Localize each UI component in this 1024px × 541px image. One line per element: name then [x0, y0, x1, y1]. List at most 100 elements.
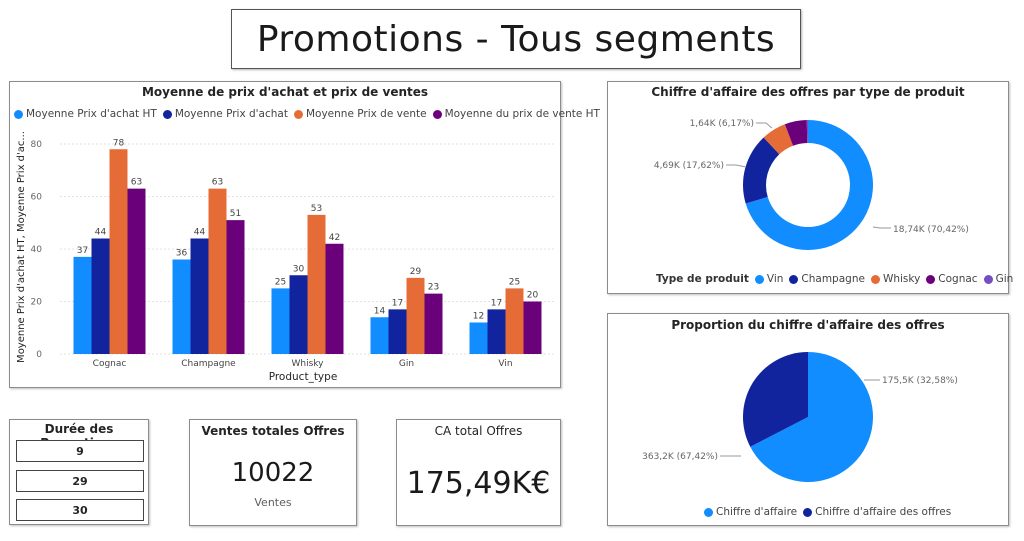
bar[interactable]	[73, 256, 92, 354]
legend-item-vente-ht[interactable]: Moyenne du prix de vente HT	[432, 108, 600, 120]
bar-data-label: 44	[95, 228, 107, 238]
legend-label: Cognac	[938, 273, 978, 285]
x-tick-label: Gin	[399, 359, 414, 369]
bar-chart-title: Moyenne de prix d'achat et prix de vente…	[141, 85, 429, 99]
duration-slicer[interactable]: Durée des Promotions 9 29 30	[9, 419, 149, 525]
slicer-item-9[interactable]: 9	[16, 440, 144, 462]
bar[interactable]	[91, 238, 110, 355]
bar[interactable]	[424, 293, 443, 354]
legend-dot	[704, 507, 713, 517]
legend-label: Chiffre d'affaire des offres	[815, 506, 952, 518]
legend-label: Moyenne Prix de vente	[305, 108, 427, 120]
x-tick-label: Cognac	[93, 359, 127, 369]
bar-data-label: 25	[509, 277, 520, 287]
pie-chart-title: Proportion du chiffre d'affaire des offr…	[671, 318, 945, 332]
bar[interactable]	[226, 220, 245, 354]
pie-slice[interactable]	[743, 352, 808, 447]
legend-item-vente[interactable]: Moyenne Prix de vente	[293, 108, 427, 120]
bar-chart-legend[interactable]: Moyenne Prix d'achat HT Moyenne Prix d'a…	[14, 108, 606, 120]
bar-data-label: 17	[392, 298, 403, 308]
legend-dot	[162, 109, 172, 119]
legend-label: Vin	[766, 273, 784, 285]
bar[interactable]	[127, 188, 146, 354]
legend-label: Champagne	[801, 273, 865, 285]
legend-dot	[789, 274, 799, 284]
bar[interactable]	[505, 288, 524, 354]
x-tick-label: Vin	[498, 359, 512, 369]
donut-legend-item-vin[interactable]: Vin	[754, 273, 784, 285]
donut-legend[interactable]: Type de produit Vin Champagne Whisky Cog…	[656, 273, 1019, 285]
bar[interactable]	[190, 238, 209, 355]
bar-data-label: 37	[77, 246, 88, 256]
legend-item-achat[interactable]: Moyenne Prix d'achat	[162, 108, 288, 120]
slicer-item-29[interactable]: 29	[16, 470, 144, 492]
bar[interactable]	[109, 149, 128, 354]
revenue-card[interactable]: CA total Offres 175,49K€	[396, 419, 561, 526]
pie-slice[interactable]	[745, 120, 873, 251]
bar-data-label: 42	[329, 233, 340, 243]
legend-dot	[803, 507, 813, 517]
bar-data-label: 63	[212, 178, 223, 188]
page-title: Promotions - Tous segments	[256, 18, 776, 60]
bar[interactable]	[487, 309, 506, 354]
bar[interactable]	[172, 259, 191, 355]
bar[interactable]	[370, 317, 389, 354]
pie-legend[interactable]: Chiffre d'affaire Chiffre d'affaire des …	[704, 506, 957, 518]
legend-dot	[983, 274, 993, 284]
legend-dot	[926, 274, 936, 284]
bar[interactable]	[208, 188, 227, 354]
donut-legend-item-cognac[interactable]: Cognac	[926, 273, 978, 285]
page-title-box: Promotions - Tous segments	[231, 9, 801, 69]
revenue-card-title: CA total Offres	[434, 424, 523, 438]
bar-data-label: 29	[410, 267, 422, 277]
bar-data-label: 20	[527, 291, 539, 301]
bar-data-label: 30	[293, 264, 305, 274]
pie-chart-svg[interactable]: 175,5K (32,58%) 363,2K (67,42%)	[608, 314, 1008, 525]
pie-chart-panel[interactable]: Proportion du chiffre d'affaire des offr…	[607, 313, 1009, 526]
pie-slice[interactable]	[784, 120, 808, 146]
legend-label: Moyenne du prix de vente HT	[444, 108, 600, 120]
pie-slice[interactable]	[763, 124, 794, 155]
pie-slice[interactable]	[743, 137, 780, 204]
pie-slice[interactable]	[806, 120, 808, 144]
pie-legend-item-offres[interactable]: Chiffre d'affaire des offres	[803, 506, 951, 518]
donut-chart-svg[interactable]: 18,74K (70,42%) 4,69K (17,62%) 1,64K (6,…	[608, 82, 1008, 293]
legend-item-achat-ht[interactable]: Moyenne Prix d'achat HT	[14, 108, 157, 120]
donut-label-whisky: 1,64K (6,17%)	[690, 119, 754, 129]
bar-data-label: 14	[374, 306, 386, 316]
donut-legend-title: Type de produit	[656, 273, 749, 285]
bar[interactable]	[325, 243, 344, 354]
sales-card-value: 10022	[231, 458, 315, 488]
legend-dot	[293, 109, 303, 119]
donut-legend-item-gin[interactable]: Gin	[983, 273, 1014, 285]
y-tick-label: 20	[31, 298, 43, 308]
legend-label: Chiffre d'affaire	[716, 506, 798, 518]
donut-legend-item-champagne[interactable]: Champagne	[789, 273, 865, 285]
y-axis-title: Moyenne Prix d'achat HT, Moyenne Prix d'…	[16, 131, 27, 363]
bar-data-label: 63	[131, 178, 142, 188]
bar-chart-panel[interactable]: Moyenne de prix d'achat et prix de vente…	[9, 81, 600, 388]
donut-legend-item-whisky[interactable]: Whisky	[870, 273, 920, 285]
donut-chart-panel[interactable]: Chiffre d'affaire des offres par type de…	[607, 81, 1013, 294]
pie-label-offres: 175,5K (32,58%)	[882, 376, 958, 386]
bar-chart-svg[interactable]: 0 20 40 60 80 37 44 78 63 Cognac 36 44 63 51 Champagn…	[10, 82, 560, 387]
pie-legend-item-ca[interactable]: Chiffre d'affaire	[704, 506, 797, 518]
sales-card-title: Ventes totales Offres	[201, 424, 345, 438]
leader-line	[872, 226, 891, 229]
legend-label: Gin	[995, 273, 1014, 285]
bar[interactable]	[469, 322, 488, 355]
slicer-item-30[interactable]: 30	[16, 499, 144, 521]
legend-dot	[432, 109, 442, 119]
legend-dot	[870, 274, 880, 284]
bar[interactable]	[388, 309, 407, 354]
sales-card[interactable]: Ventes totales Offres 10022 Ventes	[189, 419, 357, 526]
pie-slice[interactable]	[750, 352, 873, 482]
sales-card-caption: Ventes	[254, 496, 292, 509]
bar[interactable]	[271, 288, 290, 354]
bar[interactable]	[307, 214, 326, 354]
bar[interactable]	[523, 301, 542, 355]
bar[interactable]	[406, 277, 425, 354]
bar-data-label: 12	[473, 312, 484, 322]
bar-data-label: 17	[491, 298, 502, 308]
bar[interactable]	[289, 275, 308, 354]
